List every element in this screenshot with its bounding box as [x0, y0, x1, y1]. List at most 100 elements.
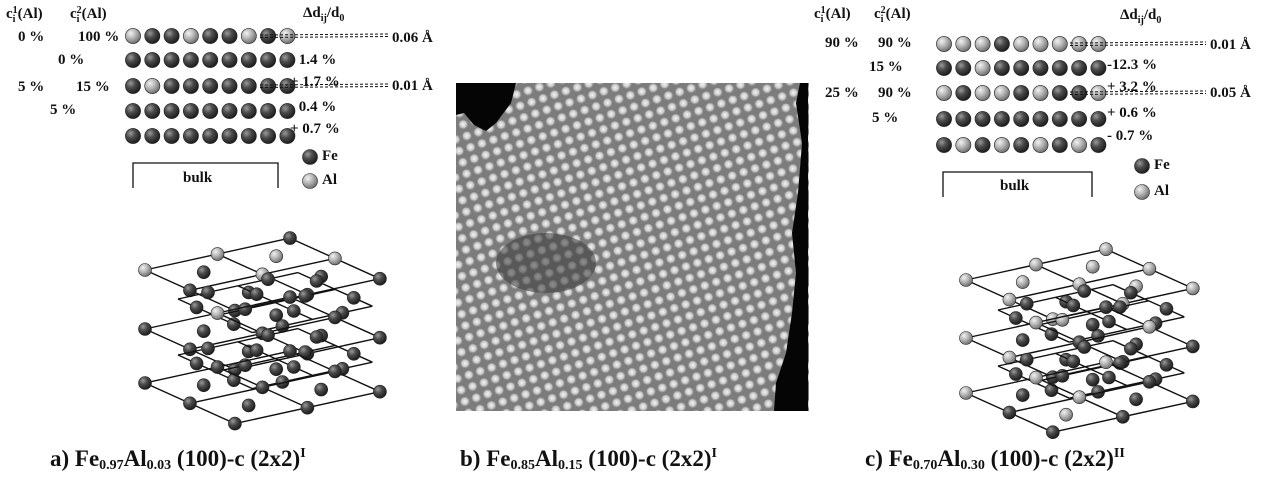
layer-a-row5-atom — [144, 128, 161, 144]
layer-c-row4-atom — [1090, 111, 1107, 127]
layer-a-row4-atom — [221, 103, 238, 119]
model-c-layer-5-atom — [1072, 390, 1087, 405]
layer-a-row2-atom — [279, 52, 296, 68]
legend-fe-icon — [1134, 158, 1150, 174]
model-c-layer-3-atom — [1185, 339, 1200, 354]
model-a-layer-2-grid-line — [252, 305, 373, 334]
c2-layer-4: 5 % — [50, 102, 77, 118]
legend-al-icon — [1134, 184, 1150, 200]
caption-a: a) Fe0.97Al0.03 (100)-c (2x2)I — [50, 446, 306, 473]
layer-c-row1-atom — [1071, 36, 1087, 52]
model-c-layer-5-atom — [959, 386, 973, 400]
layer-c-row1-atom — [993, 36, 1010, 52]
header-relaxation: Δdij/d0 — [303, 5, 345, 24]
model-c-layer-1-atom — [1029, 257, 1043, 272]
model-c-layer-5-atom — [1115, 409, 1130, 424]
model-c-layer-1-atom — [1185, 281, 1200, 296]
layer-c-row4-atom — [955, 111, 972, 127]
model-c-layer-4-atom — [1044, 383, 1059, 397]
relax-d45: + 0.7 % — [290, 121, 340, 137]
model-a-layer-2-atom — [201, 285, 215, 300]
model-c-layer-4-atom — [1113, 356, 1127, 370]
layer-c-row2-atom — [974, 60, 991, 76]
stm-image — [456, 83, 809, 411]
layer-c-row5-atom — [936, 137, 952, 153]
model-c-layer-4-grid-line — [1033, 356, 1149, 383]
c1-layer-3: 5 % — [18, 79, 45, 95]
layer-a-row2-atom — [240, 52, 257, 68]
header-c2: c2 i (Al) — [874, 5, 911, 25]
model-c-layer-5-atom — [1002, 405, 1017, 420]
model-c-layer-1-atom — [1099, 242, 1113, 256]
layer-a-row2-atom — [144, 52, 161, 68]
layer-c-row5-atom — [974, 137, 991, 153]
model-a-layer-3-atom — [373, 330, 387, 345]
model-a-layer-4-grid-line — [215, 344, 336, 373]
layer-a-row5-atom — [279, 128, 296, 144]
c2-layer-2: 15 % — [869, 59, 903, 75]
model-c-layer-2-atom — [1124, 285, 1138, 300]
layer-c-row5-atom — [1032, 137, 1049, 153]
layer-c-row5-atom — [1051, 137, 1068, 153]
layer-c-row4-atom — [1051, 111, 1068, 127]
model-c-layer-4-atom — [1102, 370, 1116, 385]
model-c-layer-4-atom — [1066, 354, 1081, 369]
model-a-layer-2-atom — [286, 304, 301, 318]
model-a-layer-5-atom — [283, 344, 297, 358]
header-c1: c1 i (Al) — [6, 5, 43, 25]
model-c-layer-3-atom — [959, 331, 973, 345]
rumple-3: 0.05 Å — [1210, 85, 1251, 101]
stm-defect-region — [496, 233, 596, 293]
layer-c-row2-atom — [993, 60, 1010, 76]
model-c-layer-2-atom — [1102, 314, 1116, 329]
rumple-line-1 — [1069, 44, 1207, 46]
layer-a-row2-atom — [260, 52, 276, 68]
model-c-layer-5-atom — [1142, 374, 1157, 389]
rumple-line-1 — [259, 36, 389, 38]
caption-b: b) Fe0.85Al0.15 (100)-c (2x2)I — [460, 446, 717, 473]
layer-c-row2-atom — [1032, 60, 1049, 76]
model-a-layer-4-grid-line — [252, 361, 373, 390]
model-a-layer-4-atom — [227, 373, 241, 388]
model-a-layer-4-atom — [249, 343, 264, 358]
layer-a-row1-atom — [163, 28, 180, 44]
layer-a-row3-atom — [163, 78, 180, 94]
legend-al-icon — [302, 173, 318, 189]
model-a-layer-4-atom — [346, 346, 361, 361]
header-relaxation: Δdij/d0 — [1120, 7, 1162, 26]
c1-layer-1: 0 % — [18, 29, 45, 45]
model-c-layer-5-atom — [1029, 370, 1043, 385]
model-a-layer-2-atom — [189, 300, 204, 315]
layer-a-row5-atom — [163, 128, 180, 144]
legend-al-label: Al — [322, 172, 337, 188]
layer-c-row5-atom — [1013, 137, 1030, 153]
layer-c-row4-atom — [974, 111, 991, 127]
panel-a-graphics — [125, 28, 389, 431]
model-c-layer-2-atom — [1159, 302, 1174, 316]
layer-c-row5-atom — [993, 137, 1010, 153]
model-c-layer-4-atom — [1124, 341, 1138, 356]
legend-al-label: Al — [1154, 183, 1169, 199]
layer-a-row1-atom — [144, 28, 161, 44]
caption-c: c) Fe0.70Al0.30 (100)-c (2x2)II — [865, 446, 1125, 473]
layer-c-row1-atom — [1032, 36, 1049, 52]
model-c-layer-3-atom — [1029, 315, 1043, 330]
layer-a-row5-atom — [125, 128, 141, 144]
layer-c-row3-atom — [955, 85, 972, 101]
layer-c-row4-atom — [993, 111, 1010, 127]
model-c-layer-3-atom — [1142, 319, 1157, 334]
layer-c-row4-atom — [1071, 111, 1087, 127]
rumple-3: 0.01 Å — [392, 78, 433, 94]
header-c2: c2 i (Al) — [70, 5, 107, 25]
layer-a-row4-atom — [125, 103, 141, 119]
layer-c-row1-atom — [1051, 36, 1068, 52]
relax-d45: - 0.7 % — [1107, 128, 1154, 144]
model-c-layer-5-atom — [1015, 388, 1030, 402]
layer-a-row1-atom — [221, 28, 238, 44]
model-c-layer-1-atom — [1002, 292, 1017, 307]
model-c-layer-4-atom — [1019, 352, 1034, 367]
layer-c-row5-atom — [955, 137, 972, 153]
model-a-layer-2-atom — [261, 272, 275, 287]
header-c1: c1 i (Al) — [814, 5, 851, 25]
model-c-layer-2-atom — [1009, 311, 1023, 325]
